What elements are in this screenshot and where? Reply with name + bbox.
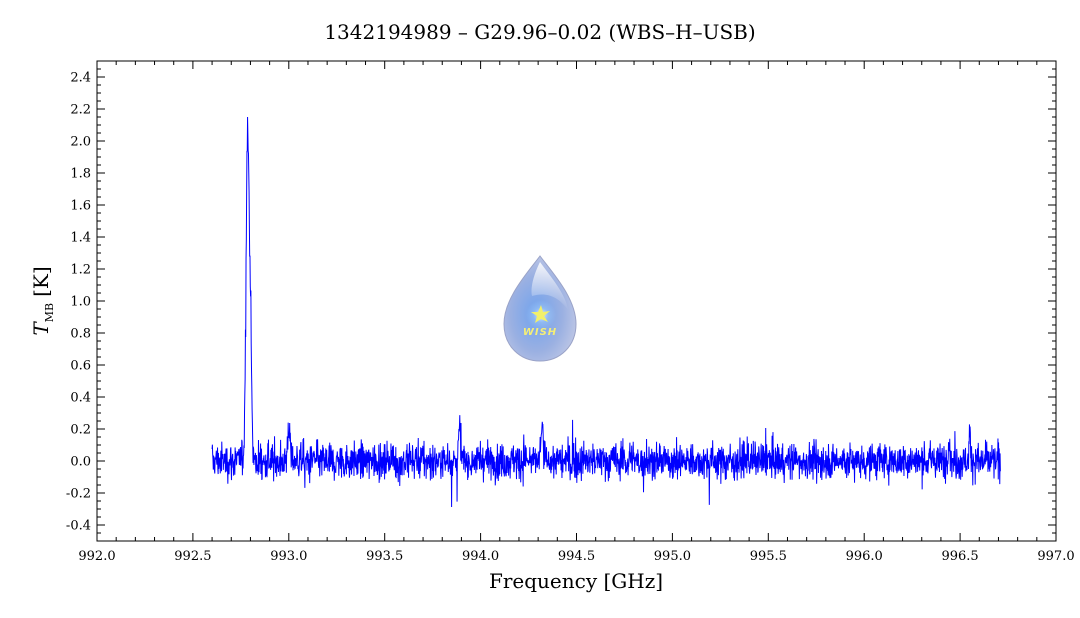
y-tick-label: 1.0 (70, 295, 91, 310)
series-line (211, 116, 1001, 508)
x-tick-label: 993.0 (270, 549, 307, 564)
x-tick-label: 992.0 (78, 549, 115, 564)
y-axis-label-unit: [K] (29, 266, 53, 297)
x-tick-label: 995.0 (654, 549, 691, 564)
y-tick-label: -0.2 (66, 487, 91, 502)
y-tick-label: 2.2 (70, 103, 91, 118)
x-tick-label: 995.5 (750, 549, 787, 564)
tick-marks (96, 60, 1057, 542)
series-spectrum (211, 116, 1001, 508)
logo-text: WISH (523, 327, 557, 338)
y-axis-label-sub: MB (43, 303, 56, 322)
y-tick-label: 1.6 (70, 199, 91, 214)
y-tick-label: 1.2 (70, 263, 91, 278)
y-tick-label: 0.8 (70, 327, 91, 342)
y-tick-label: 0.4 (70, 391, 91, 406)
chart-title: 1342194989 – G29.96–0.02 (WBS–H–USB) (324, 20, 755, 44)
x-tick-label: 993.5 (366, 549, 403, 564)
y-tick-label: 0.6 (70, 359, 91, 374)
y-tick-label: 0.2 (70, 423, 91, 438)
y-tick-labels: -0.4 -0.2 0.0 0.2 0.4 0.6 0.8 1.0 1.2 1.4 1.6 1.8 2.… (66, 71, 91, 534)
x-tick-label: 994.0 (462, 549, 499, 564)
y-tick-label: 2.0 (70, 135, 91, 150)
y-axis-label: TMB [K] (29, 266, 56, 335)
y-axis-label-main: T (29, 321, 53, 336)
plot-area (96, 60, 1057, 542)
y-tick-label: 1.8 (70, 167, 91, 182)
x-axis-label: Frequency [GHz] (489, 569, 663, 593)
x-tick-label: 992.5 (174, 549, 211, 564)
wish-logo: WISH (503, 255, 577, 362)
x-tick-label: 994.5 (558, 549, 595, 564)
x-tick-label: 996.0 (846, 549, 883, 564)
star-icon (531, 305, 550, 323)
y-tick-label: 0.0 (70, 455, 91, 470)
x-tick-label: 997.0 (1037, 549, 1074, 564)
x-tick-label: 996.5 (941, 549, 978, 564)
svg-text:TMB[K]: TMB [K] (29, 266, 56, 335)
y-tick-label: 1.4 (70, 231, 91, 246)
y-tick-label: -0.4 (66, 519, 91, 534)
x-tick-labels: 992.0 992.5 993.0 993.5 994.0 994.5 995.0 995.5… (78, 549, 1074, 564)
y-tick-label: 2.4 (70, 71, 91, 86)
